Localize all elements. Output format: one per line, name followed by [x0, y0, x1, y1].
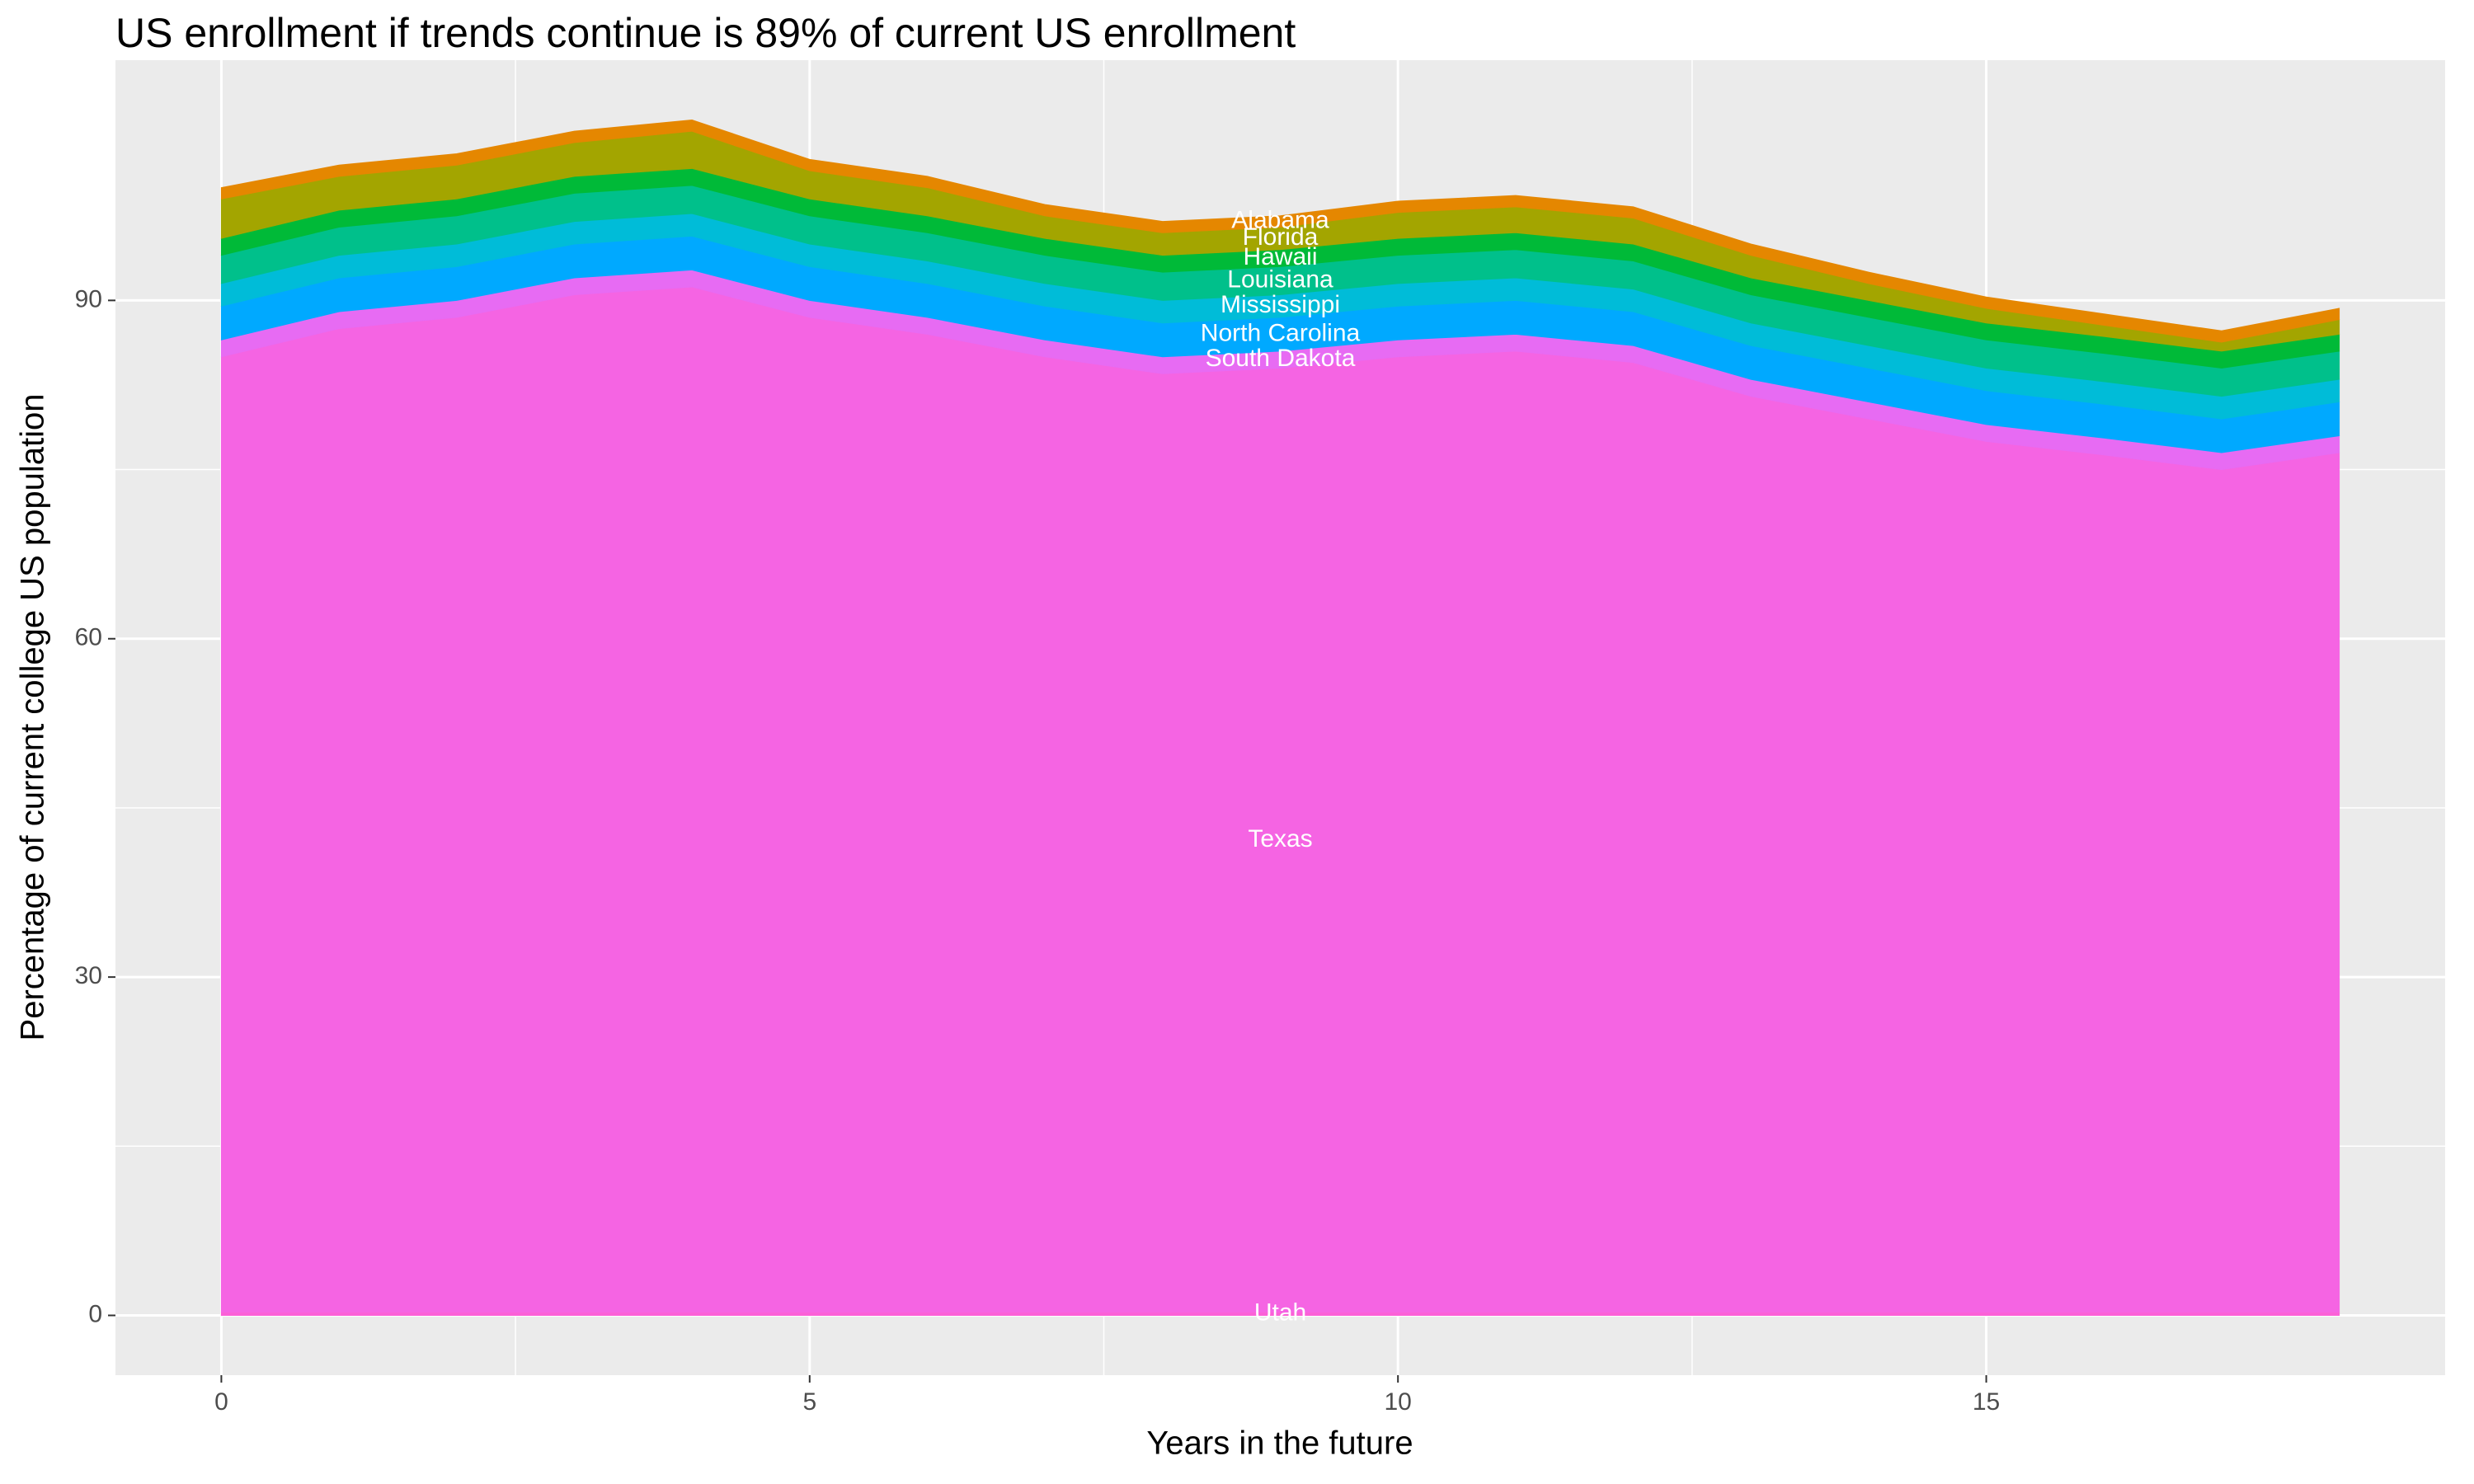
area-label: Florida — [1243, 223, 1319, 251]
y-tick-label: 30 — [75, 962, 102, 989]
x-tick-label: 5 — [802, 1388, 816, 1416]
x-tick-label: 10 — [1384, 1388, 1411, 1416]
area-label: Mississippi — [1221, 291, 1340, 318]
area-label: Louisiana — [1227, 265, 1333, 293]
chart-title: US enrollment if trends continue is 89% … — [115, 10, 1296, 56]
x-tick-label: 0 — [214, 1388, 228, 1416]
area-label: South Dakota — [1206, 345, 1356, 372]
area-label: Texas — [1248, 825, 1312, 852]
area — [220, 119, 2340, 343]
x-axis-title: Years in the future — [1146, 1425, 1413, 1462]
area-label: North Carolina — [1201, 319, 1361, 346]
y-tick-label: 90 — [75, 285, 102, 312]
areas — [220, 119, 2340, 1316]
area-label: Hawaii — [1243, 243, 1317, 270]
y-tick-label: 60 — [75, 624, 102, 651]
x-tick-label: 15 — [1973, 1388, 2000, 1416]
y-tick-label: 0 — [88, 1300, 102, 1327]
area-label: Alabama — [1231, 207, 1329, 234]
area-label: Utah — [1254, 1298, 1306, 1326]
y-axis-title: Percentage of current college US populat… — [15, 394, 51, 1041]
